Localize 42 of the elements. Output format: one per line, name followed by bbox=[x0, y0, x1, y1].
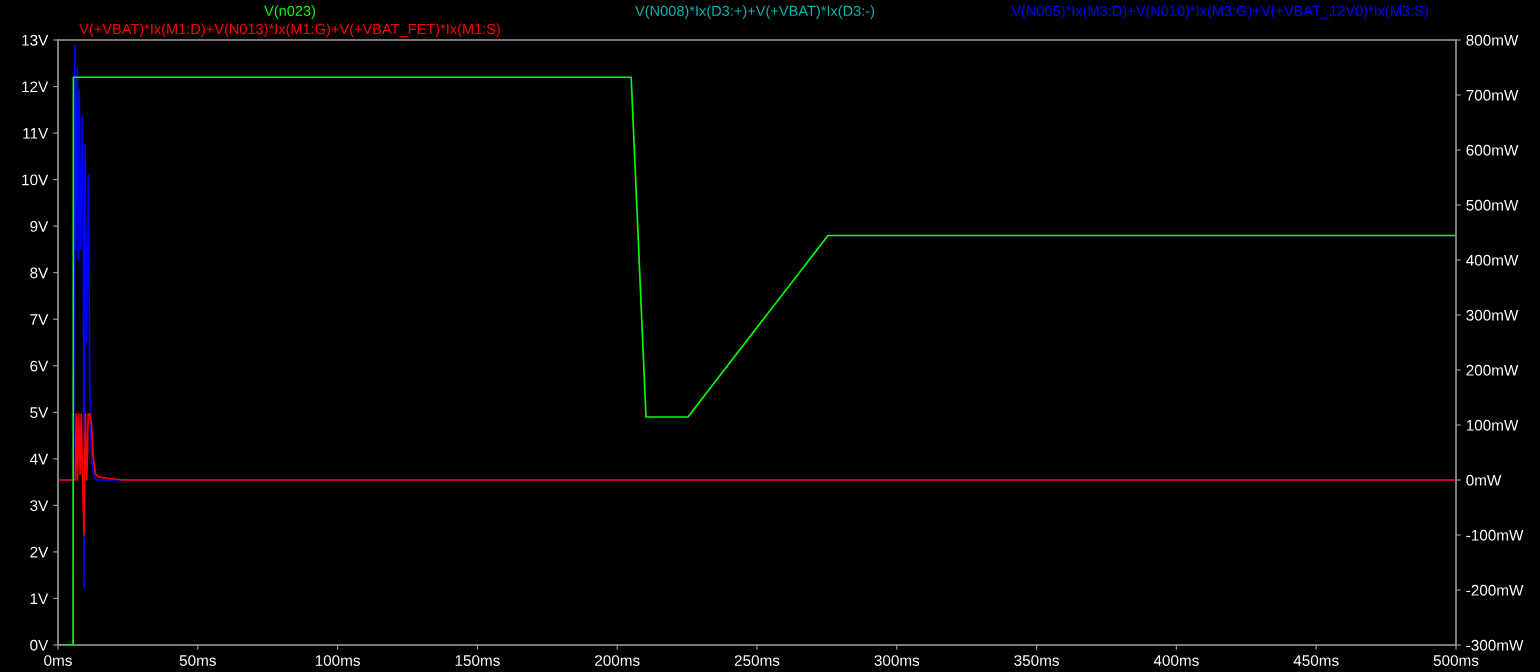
y-tick-label: 10V bbox=[22, 174, 49, 186]
x-tick-label: 350ms bbox=[1014, 655, 1059, 666]
legend-label: V(N008)*Ix(D3:+)+V(+VBAT)*Ix(D3:-) bbox=[635, 5, 875, 19]
y-tick-label: 3V bbox=[30, 500, 49, 512]
x-tick-label: 250ms bbox=[734, 655, 780, 666]
x-tick-label: 300ms bbox=[874, 655, 920, 666]
y-tick-label: 5V bbox=[30, 407, 49, 418]
x-tick-label: 100ms bbox=[315, 655, 360, 666]
y-tick-label: 2V bbox=[30, 546, 49, 558]
y-tick-label: 7V bbox=[30, 314, 49, 325]
y-tick-label: 6V bbox=[30, 360, 49, 372]
text: V(+VBAT)*Ix(M1:D)+V(N013)*Ix(M1:G)+V(+VBAT_FET)*Ix(M1:S) bbox=[79, 23, 500, 38]
y-tick-label: 8V bbox=[30, 267, 49, 279]
y-tick-label: 12V bbox=[22, 81, 49, 93]
y2-tick-label: 600mW bbox=[1466, 144, 1519, 156]
x-tick-label: 500ms bbox=[1433, 655, 1479, 666]
y2-tick-label: 500mW bbox=[1466, 199, 1519, 211]
line-series bbox=[58, 413, 1456, 536]
y2-tick-label: 700mW bbox=[1466, 89, 1519, 101]
x-tick-label: 0ms bbox=[44, 655, 72, 666]
x-tick-label: 450ms bbox=[1293, 655, 1339, 666]
y2-tick-label: 200mW bbox=[1466, 364, 1519, 376]
x-tick-label: 150ms bbox=[455, 655, 500, 666]
y2-tick-label: 100mW bbox=[1466, 419, 1519, 431]
y2-tick-label: -200mW bbox=[1466, 584, 1524, 596]
y2-tick-label: 400mW bbox=[1466, 254, 1519, 266]
x-tick-label: 50ms bbox=[179, 655, 216, 666]
y2-tick-label: -100mW bbox=[1466, 529, 1524, 541]
y2-tick-label: 300mW bbox=[1466, 309, 1519, 321]
text: V(N005)*Ix(M3:D)+V(N010)*Ix(M3:G)+V(+VBAT_12V0)*Ix(M3:S) bbox=[1011, 5, 1428, 19]
y-tick-label: 1V bbox=[30, 593, 49, 604]
y-tick-label: 13V bbox=[22, 34, 49, 46]
y2-tick-label: 0mW bbox=[1466, 474, 1502, 486]
x-tick-label: 400ms bbox=[1153, 655, 1199, 666]
x-tick-label: 200ms bbox=[595, 655, 640, 666]
y2-tick-label: -300mW bbox=[1466, 639, 1524, 651]
y-tick-label: 0V bbox=[30, 639, 49, 651]
text: V(n023) bbox=[264, 5, 316, 19]
y-tick-label: 4V bbox=[29, 453, 49, 465]
y-tick-label: 11V bbox=[23, 128, 49, 139]
y-tick-label: 9V bbox=[30, 221, 49, 232]
y2-tick-label: 800mW bbox=[1466, 34, 1519, 46]
